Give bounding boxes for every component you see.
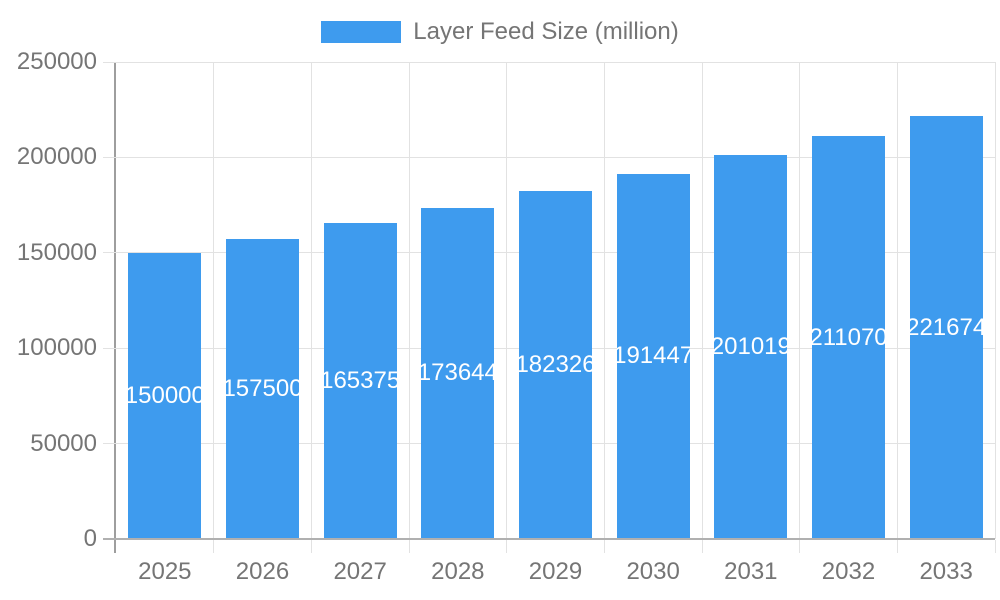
x-tick-mark (994, 540, 996, 553)
gridline-vertical (310, 62, 312, 539)
bar-value-label: 191447 (616, 342, 690, 370)
x-tick-mark (213, 540, 215, 553)
gridline-horizontal (116, 61, 995, 63)
y-tick-label: 0 (83, 525, 97, 552)
y-tick-mark (103, 252, 116, 254)
x-tick-label: 2026 (235, 558, 290, 585)
y-tick-label: 200000 (16, 143, 97, 171)
legend: Layer Feed Size (million) (0, 18, 1000, 46)
y-tick-label: 50000 (30, 429, 97, 457)
bar-value-label: 157500 (226, 374, 299, 402)
bar-value-label: 150000 (128, 381, 202, 409)
x-tick-label: 2031 (724, 558, 778, 585)
gridline-vertical (506, 62, 508, 539)
bar-2027: 165375 (323, 223, 397, 539)
y-tick-mark (103, 347, 116, 349)
y-tick-mark (103, 443, 116, 445)
x-tick-mark (408, 540, 410, 553)
bar-value-label: 221674 (909, 313, 983, 341)
bar-2031: 201019 (714, 155, 788, 539)
bar-2030: 191447 (616, 173, 690, 539)
x-axis-line (103, 538, 995, 540)
bar-2025: 150000 (128, 252, 202, 539)
x-tick-label: 2032 (821, 558, 876, 585)
legend-label: Layer Feed Size (million) (413, 18, 679, 45)
x-tick-label: 2028 (431, 558, 485, 585)
x-tick-label: 2033 (919, 558, 973, 585)
bar-2026: 157500 (226, 238, 299, 539)
x-tick-mark (506, 540, 508, 553)
gridline-vertical (213, 62, 215, 539)
y-axis-line (114, 62, 116, 553)
legend-swatch (321, 21, 402, 43)
bar-value-label: 173644 (421, 359, 495, 387)
bar-2033: 221674 (909, 116, 983, 539)
gridline-vertical (603, 62, 605, 539)
bar-value-label: 211070 (812, 323, 885, 351)
x-tick-mark (701, 540, 703, 553)
x-tick-mark (603, 540, 605, 553)
bar-value-label: 165375 (323, 367, 397, 395)
plot-area: 150000 157500 165375 173644 182326 191447 2010… (116, 61, 996, 539)
bar-2032: 211070 (812, 136, 885, 539)
x-tick-label: 2027 (333, 558, 387, 585)
x-tick-mark (896, 540, 898, 553)
gridline-vertical (799, 62, 801, 539)
bar-value-label: 201019 (714, 333, 788, 361)
y-tick-mark (103, 156, 116, 158)
gridline-vertical (896, 62, 898, 539)
y-tick-label: 100000 (16, 334, 97, 362)
x-tick-label: 2030 (626, 558, 680, 585)
x-tick-label: 2025 (138, 558, 192, 585)
x-tick-mark (310, 540, 312, 553)
gridline-vertical (994, 62, 996, 539)
x-tick-mark (799, 540, 801, 553)
bar-2029: 182326 (519, 191, 592, 539)
gridline-vertical (701, 62, 703, 539)
bar-2028: 173644 (421, 207, 495, 539)
y-tick-label: 250000 (16, 48, 97, 75)
x-tick-label: 2029 (528, 558, 583, 585)
bar-value-label: 182326 (519, 351, 592, 379)
gridline-vertical (408, 62, 410, 539)
gridline-horizontal (116, 156, 995, 158)
y-tick-mark (103, 61, 116, 63)
y-tick-label: 150000 (16, 238, 97, 266)
